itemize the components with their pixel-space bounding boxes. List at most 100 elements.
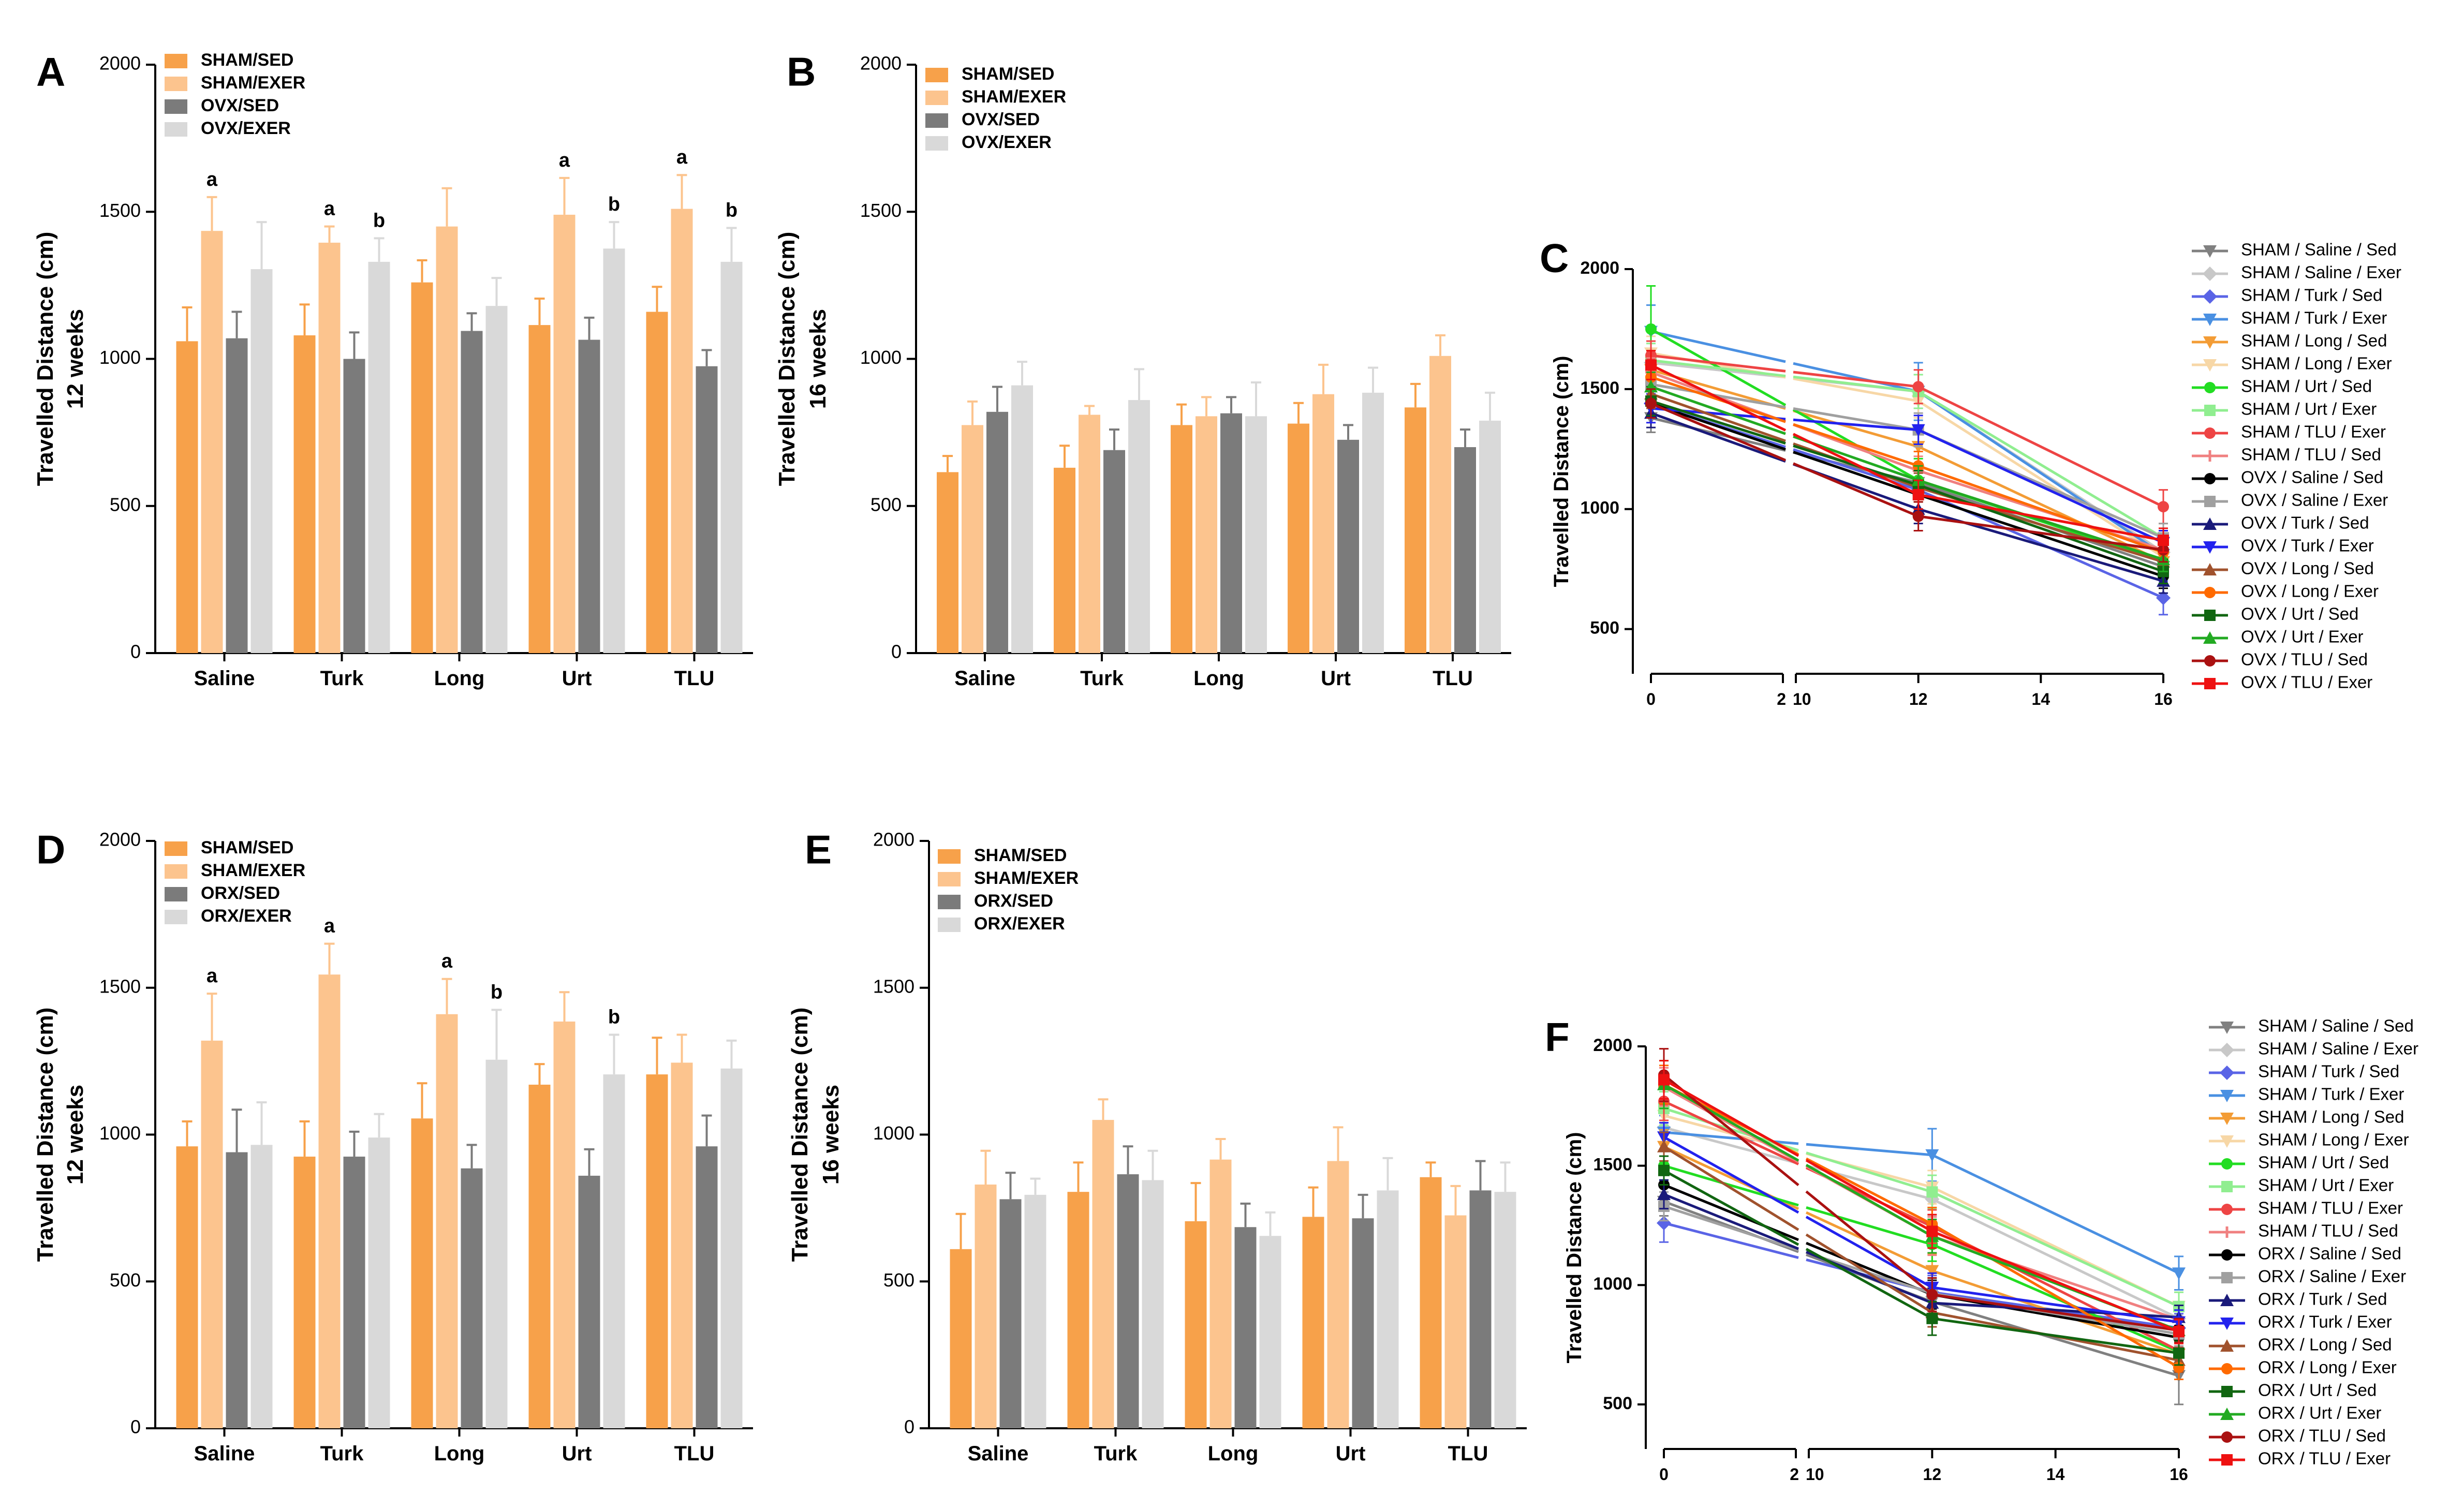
legend-label: SHAM / Turk / Sed	[2241, 286, 2382, 305]
series-segment	[1650, 354, 1786, 373]
bar	[1494, 1192, 1516, 1428]
legend-label: SHAM/SED	[974, 846, 1067, 865]
bar	[1024, 1194, 1046, 1428]
legend-label: OVX / TLU / Sed	[2241, 650, 2368, 669]
legend-swatch	[938, 895, 961, 909]
legend-swatch	[165, 864, 187, 879]
bar	[318, 974, 341, 1428]
y-tick-label: 500	[110, 1269, 141, 1291]
x-tick-label: 16	[2170, 1465, 2188, 1484]
y-axis-label: Travelled Distance (cm)	[33, 232, 58, 486]
y-axis-label-weeks: 16 weeks	[818, 1085, 844, 1185]
series-segment	[1917, 479, 2164, 561]
y-tick-label: 0	[891, 641, 902, 662]
bar	[201, 231, 223, 653]
x-tick-label: Urt	[562, 667, 592, 690]
series-segment	[1663, 1164, 1799, 1207]
legend-label: OVX / Urt / Exer	[2241, 627, 2364, 646]
bar	[1327, 1161, 1349, 1428]
legend-label: SHAM / Long / Exer	[2258, 1130, 2409, 1149]
legend-label: SHAM / TLU / Sed	[2241, 445, 2381, 464]
series-segment	[1663, 1145, 1799, 1231]
series-segment	[1805, 1233, 1933, 1314]
series-segment	[1931, 1293, 2179, 1332]
legend-label: ORX/SED	[201, 883, 280, 903]
marker	[2204, 610, 2216, 621]
marker	[1926, 1289, 1938, 1300]
bar	[1245, 416, 1267, 653]
marker	[2220, 1135, 2234, 1148]
marker	[2204, 496, 2216, 507]
y-axis-label: Travelled Distance (cm)	[787, 1008, 813, 1262]
legend-label: SHAM / TLU / Exer	[2258, 1199, 2403, 1218]
x-tick-label: Urt	[1336, 1442, 1366, 1465]
x-tick-label: 2	[1790, 1465, 1799, 1484]
legend-label: OVX / Long / Exer	[2241, 582, 2379, 601]
y-axis-label: Travelled Distance (cm)	[1550, 356, 1573, 587]
series-segment	[1663, 1193, 1799, 1250]
bar	[343, 359, 365, 653]
legend-label: ORX/SED	[974, 891, 1053, 911]
legend-label: SHAM / TLU / Exer	[2241, 422, 2386, 441]
y-tick-label: 500	[1590, 618, 1619, 638]
legend-swatch	[165, 887, 187, 901]
legend-label: ORX / Turk / Sed	[2258, 1290, 2387, 1309]
marker	[2220, 1339, 2234, 1352]
series-segment	[1917, 390, 2164, 539]
marker	[2204, 678, 2216, 689]
legend-swatch	[925, 68, 948, 82]
legend-label: ORX/EXER	[974, 914, 1065, 934]
series-line	[1657, 1115, 2186, 1291]
series-line	[1657, 1129, 2186, 1370]
x-tick-label: Turk	[1094, 1442, 1138, 1465]
series-segment	[1793, 371, 1919, 388]
legend-label: SHAM / Saline / Sed	[2241, 240, 2397, 259]
legend-label: OVX / Saline / Exer	[2241, 491, 2388, 510]
legend-swatch	[925, 113, 948, 128]
series-segment	[1650, 330, 1786, 363]
bar	[1362, 392, 1384, 653]
bar	[250, 1145, 273, 1428]
marker	[2204, 473, 2216, 484]
bar	[436, 1014, 458, 1428]
bar	[1117, 1174, 1139, 1428]
marker	[2221, 1454, 2233, 1466]
legend-swatch	[165, 54, 187, 68]
x-tick-label: Long	[434, 1442, 485, 1465]
series-segment	[1793, 462, 1919, 517]
y-tick-label: 1500	[99, 200, 141, 221]
legend-label: ORX / TLU / Exer	[2258, 1449, 2391, 1468]
marker	[2204, 382, 2216, 393]
bar	[461, 1168, 483, 1428]
marker	[2221, 1158, 2233, 1170]
panel-c: C 500 1000 1500 2000 0 2 10 12 14 16 Travelled Dist…	[1540, 235, 2401, 708]
bar	[293, 335, 316, 653]
bar	[368, 1137, 390, 1428]
bar	[553, 1022, 576, 1428]
bar	[937, 472, 958, 653]
legend-label: ORX / Long / Exer	[2258, 1358, 2397, 1377]
marker	[1645, 323, 1657, 335]
series-line	[1645, 343, 2169, 553]
legend-swatch	[165, 910, 187, 924]
legend-label: SHAM / TLU / Sed	[2258, 1221, 2398, 1240]
marker	[2220, 1022, 2234, 1034]
x-tick-label: Urt	[562, 1442, 592, 1465]
bar	[975, 1184, 997, 1428]
bar	[1469, 1190, 1492, 1428]
legend-swatch	[925, 91, 948, 105]
legend-label: OVX / Turk / Sed	[2241, 513, 2369, 532]
series-segment	[1650, 400, 1786, 445]
y-axis-label-weeks: 12 weeks	[63, 1085, 88, 1185]
y-axis-label-weeks: 16 weeks	[805, 309, 831, 409]
marker	[2221, 1363, 2233, 1374]
x-tick-label: Turk	[320, 1442, 364, 1465]
marker	[1925, 1149, 1939, 1162]
marker	[1911, 424, 1925, 437]
series-segment	[1793, 362, 1919, 393]
y-tick-label: 1500	[1593, 1155, 1632, 1175]
series-segment	[1931, 1300, 2179, 1377]
marker	[1912, 381, 1924, 393]
series-segment	[1793, 375, 1919, 393]
legend-label: SHAM / Urt / Exer	[2241, 400, 2377, 419]
